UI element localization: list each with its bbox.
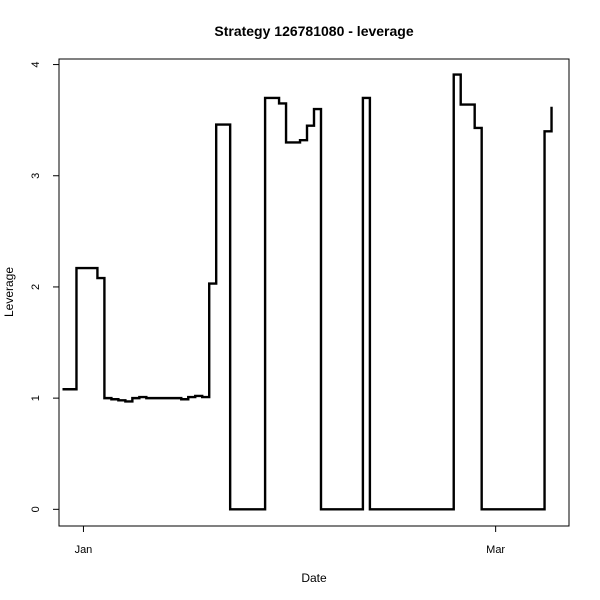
x-tick-label: Jan xyxy=(75,544,93,556)
series-layer xyxy=(62,73,553,511)
y-tick-label: 1 xyxy=(30,395,42,401)
y-axis: 0 1 2 3 4 xyxy=(30,61,59,512)
x-axis-label: Date xyxy=(301,571,327,585)
y-tick-label: 2 xyxy=(30,284,42,290)
x-axis: Jan Mar xyxy=(75,526,505,556)
y-tick-label: 0 xyxy=(30,506,42,512)
y-axis-label: Leverage xyxy=(2,267,16,317)
chart-title: Strategy 126781080 - leverage xyxy=(214,23,413,39)
leverage-series-line xyxy=(62,73,553,511)
x-tick-label: Mar xyxy=(486,544,505,556)
plot-area-frame xyxy=(58,58,570,527)
y-tick-label: 3 xyxy=(30,173,42,179)
y-tick-label: 4 xyxy=(30,61,42,67)
